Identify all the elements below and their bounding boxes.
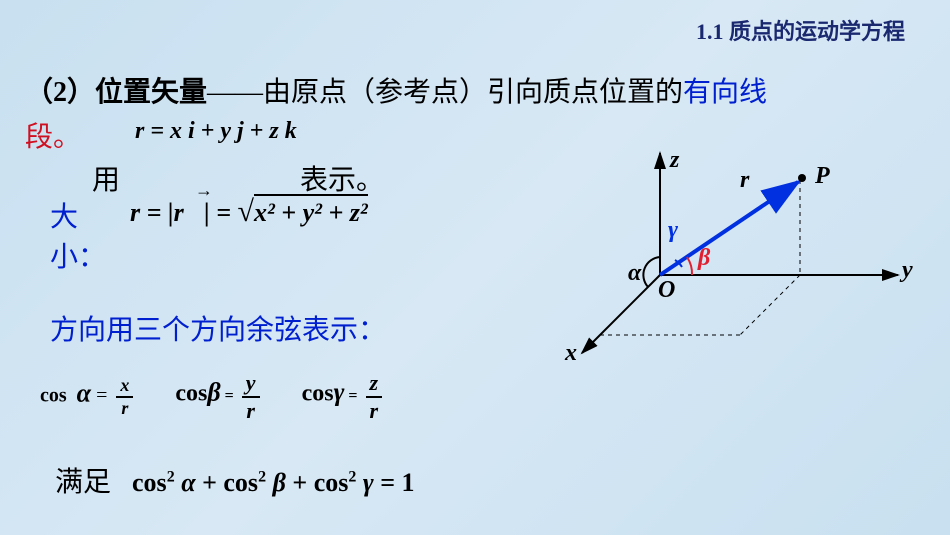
use-label-b: 表示。 — [300, 158, 384, 198]
point-p-label: P — [815, 163, 830, 190]
gamma-label: γ — [668, 217, 678, 244]
direction-cosines: cos α = x r cosβ = y r cosγ = z r — [40, 370, 420, 424]
x-axis-label: x — [565, 340, 577, 367]
satisfy-label: 满足 — [55, 467, 111, 498]
cos-gamma: cosγ = z r — [302, 370, 383, 424]
vector-r-label: r — [740, 167, 749, 194]
coordinate-diagram: z y x O P r α β γ — [540, 145, 920, 375]
magnitude-label-b: 小： — [50, 235, 106, 275]
origin-label: O — [658, 277, 675, 304]
identity-line: 满足 cos2 α + cos2 β + cos2 γ = 1 — [55, 460, 415, 500]
def-highlight: 有向线 — [683, 77, 767, 108]
dash: —— — [207, 77, 263, 108]
z-axis-label: z — [670, 147, 679, 174]
cos-alpha: cos α = x r — [40, 375, 133, 419]
y-axis-label: y — [902, 257, 913, 284]
direction-label: 方向用三个方向余弦表示： — [50, 308, 386, 348]
magnitude-label-a: 大 — [50, 195, 78, 235]
beta-label: β — [698, 245, 710, 272]
formula-r-definition: r = x i + y j + z k — [135, 118, 297, 145]
cos-beta: cosβ = y r — [175, 370, 259, 424]
definition-line: （2）位置矢量——由原点（参考点）引向质点位置的有向线 — [25, 70, 767, 110]
section-header: 1.1 质点的运动学方程 — [696, 14, 905, 46]
mag-lhs: r = |r⃗| = — [130, 198, 238, 227]
mag-rhs: x² + y² + z² — [254, 194, 368, 227]
diagram-svg — [540, 145, 920, 375]
def-text: 由原点（参考点）引向质点位置的 — [263, 77, 683, 108]
term-title: 位置矢量 — [95, 77, 207, 108]
formula-magnitude: r = |r⃗| = √x² + y² + z² — [130, 195, 368, 229]
definition-line-2: 段。 — [25, 115, 81, 155]
alpha-label: α — [628, 260, 641, 287]
def-cont: 段。 — [25, 122, 81, 153]
item-number: （2） — [25, 77, 95, 108]
identity-formula: cos2 α + cos2 β + cos2 γ = 1 — [132, 468, 415, 497]
use-label-a: 用 — [92, 158, 120, 198]
